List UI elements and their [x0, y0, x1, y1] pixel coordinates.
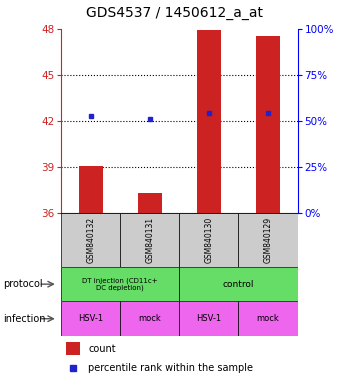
Text: GSM840130: GSM840130 — [204, 217, 214, 263]
Bar — [120, 213, 179, 267]
Bar — [79, 166, 103, 213]
Bar — [120, 301, 179, 336]
Bar — [197, 30, 221, 213]
Text: protocol: protocol — [4, 279, 43, 289]
Text: mock: mock — [139, 314, 161, 323]
Bar — [180, 267, 298, 301]
Text: control: control — [223, 280, 254, 289]
Bar — [61, 213, 120, 267]
Text: mock: mock — [257, 314, 279, 323]
Text: count: count — [89, 344, 116, 354]
Text: GSM840131: GSM840131 — [145, 217, 154, 263]
Bar — [61, 301, 120, 336]
Bar — [180, 213, 238, 267]
Bar — [138, 193, 162, 213]
Bar — [180, 301, 238, 336]
Bar — [256, 36, 280, 213]
Text: HSV-1: HSV-1 — [78, 314, 103, 323]
Bar — [238, 301, 298, 336]
Text: infection: infection — [4, 314, 46, 324]
Text: GSM840132: GSM840132 — [86, 217, 95, 263]
Text: DT injection (CD11c+
DC depletion): DT injection (CD11c+ DC depletion) — [83, 277, 158, 291]
Text: HSV-1: HSV-1 — [196, 314, 222, 323]
Text: GDS4537 / 1450612_a_at: GDS4537 / 1450612_a_at — [86, 7, 264, 20]
Bar — [238, 213, 298, 267]
Bar — [66, 343, 80, 355]
Bar — [61, 267, 180, 301]
Text: GSM840129: GSM840129 — [264, 217, 272, 263]
Text: percentile rank within the sample: percentile rank within the sample — [89, 363, 253, 373]
